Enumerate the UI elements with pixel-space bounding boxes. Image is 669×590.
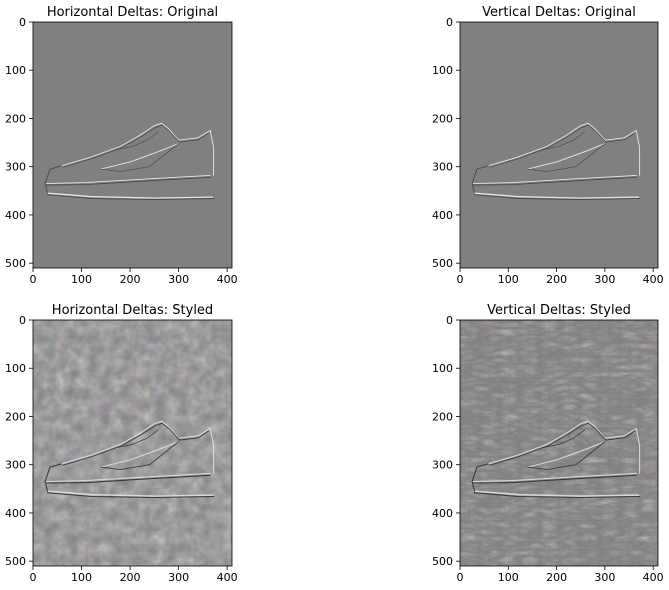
y-tick-label: 400: [432, 209, 453, 222]
y-tick-label: 500: [432, 257, 453, 270]
panel-vertical-original: Vertical Deltas: Original 0 100 200 300 400 0 1…: [432, 5, 664, 286]
y-tick-label: 0: [19, 16, 26, 29]
y-tick-label: 0: [19, 314, 26, 327]
x-tick-label: 0: [30, 571, 37, 584]
x-tick-label: 0: [457, 571, 464, 584]
x-tick-label: 400: [217, 571, 238, 584]
x-tick-label: 200: [546, 571, 567, 584]
y-tick-label: 300: [432, 459, 453, 472]
axes-frame: [459, 21, 659, 269]
y-tick-label: 400: [5, 507, 26, 520]
x-tick-label: 100: [498, 273, 519, 286]
y-tick-label: 0: [446, 314, 453, 327]
shoe-edges: [44, 122, 215, 200]
y-tick-label: 400: [432, 507, 453, 520]
x-tick-label: 200: [546, 273, 567, 286]
y-tick-label: 200: [5, 112, 26, 125]
x-tick-label: 300: [168, 571, 189, 584]
y-tick-label: 200: [432, 410, 453, 423]
x-tick-label: 200: [120, 571, 141, 584]
shoe-edges: [471, 122, 641, 200]
x-tick-label: 300: [594, 273, 615, 286]
panel-title: Horizontal Deltas: Styled: [52, 303, 213, 318]
x-tick-label: 100: [498, 571, 519, 584]
x-tick-label: 400: [643, 571, 664, 584]
shoe-edges: [471, 420, 641, 499]
image-area: [33, 22, 232, 268]
y-tick-label: 300: [5, 459, 26, 472]
panel-vertical-styled: Vertical Deltas: Styled 0 100 200 300 400 0 100…: [432, 303, 664, 584]
y-tick-label: 100: [432, 64, 453, 77]
x-tick-label: 400: [217, 273, 238, 286]
x-tick-label: 100: [71, 571, 92, 584]
panel-horizontal-styled: Horizontal Deltas: Styled 0 100 200 300 400 0 1…: [5, 303, 238, 584]
y-tick-label: 0: [446, 16, 453, 29]
panel-title: Vertical Deltas: Original: [482, 5, 636, 20]
x-tick-label: 400: [643, 273, 664, 286]
x-tick-label: 300: [168, 273, 189, 286]
y-tick-label: 400: [5, 209, 26, 222]
y-tick-label: 500: [5, 555, 26, 568]
x-tick-label: 0: [457, 273, 464, 286]
x-tick-label: 300: [594, 571, 615, 584]
x-tick-label: 100: [71, 273, 92, 286]
y-tick-label: 100: [5, 64, 26, 77]
y-tick-label: 200: [5, 410, 26, 423]
image-area: [460, 22, 658, 268]
axes-frame: [32, 21, 233, 269]
panel-title: Horizontal Deltas: Original: [47, 5, 218, 20]
y-tick-label: 500: [432, 555, 453, 568]
y-tick-label: 100: [432, 362, 453, 375]
panel-horizontal-original: Horizontal Deltas: Original 0 100 200 300 400…: [5, 5, 238, 286]
shoe-edges: [44, 420, 215, 499]
x-tick-label: 200: [120, 273, 141, 286]
y-tick-label: 200: [432, 112, 453, 125]
y-tick-label: 300: [432, 161, 453, 174]
y-tick-label: 500: [5, 257, 26, 270]
y-tick-label: 300: [5, 161, 26, 174]
y-tick-label: 100: [5, 362, 26, 375]
styled-texture: [33, 320, 232, 566]
x-tick-label: 0: [30, 273, 37, 286]
styled-texture: [460, 320, 658, 566]
axes-frame: [32, 319, 233, 567]
panel-title: Vertical Deltas: Styled: [487, 303, 631, 318]
axes-frame: [459, 319, 659, 567]
